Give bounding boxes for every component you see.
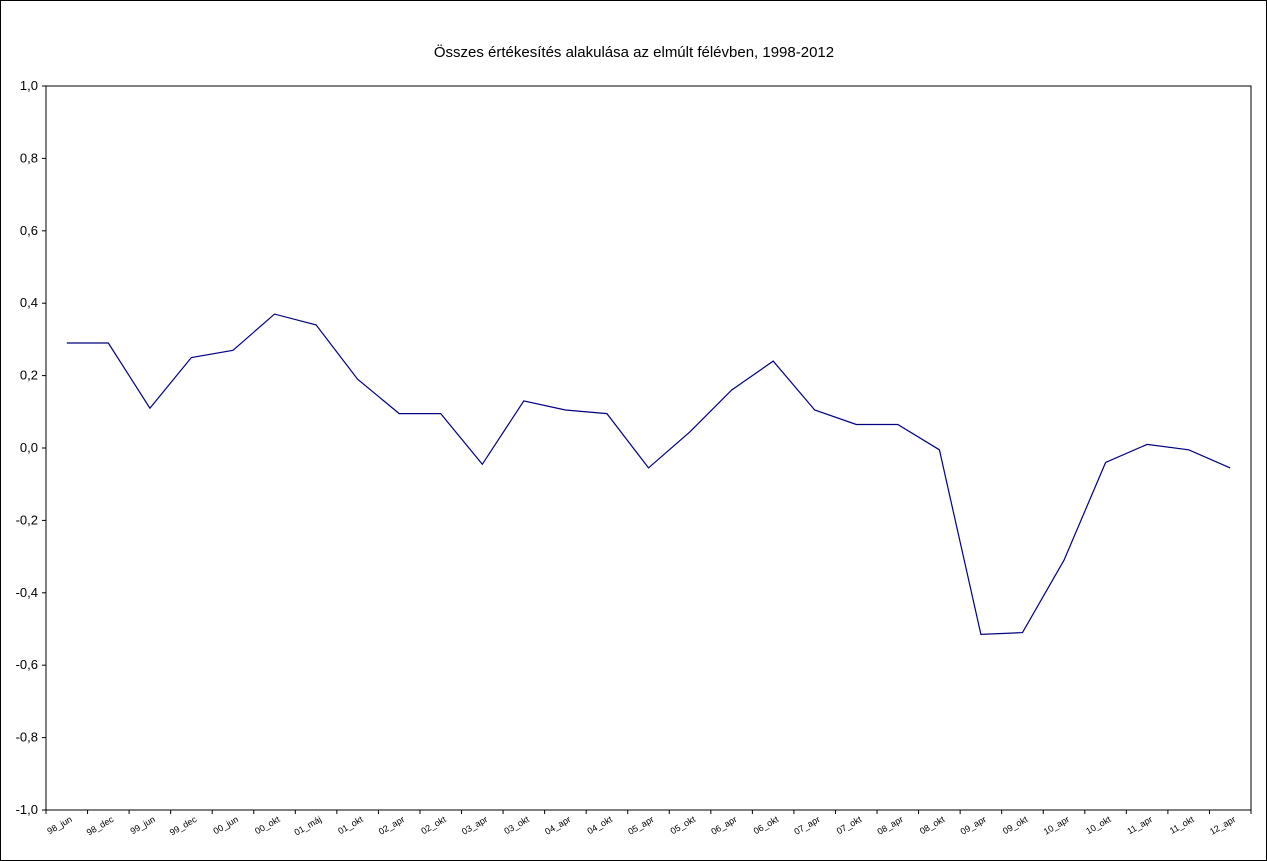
x-tick-label: 11_okt	[1168, 814, 1196, 836]
x-tick-label: 99_jun	[128, 814, 156, 836]
x-tick-label: 11_apr	[1125, 814, 1154, 836]
x-tick-label: 98_jun	[45, 814, 73, 836]
data-point	[149, 407, 151, 409]
x-tick-label: 06_apr	[709, 814, 738, 837]
y-tick-label: 1,0	[20, 78, 38, 93]
data-point	[1063, 559, 1065, 561]
data-point	[1146, 443, 1148, 445]
x-tick-label: 98_dec	[85, 814, 116, 838]
x-tick-label: 02_apr	[377, 814, 406, 837]
y-tick-label: 0,4	[20, 295, 38, 310]
x-tick-label: 03_apr	[460, 814, 489, 837]
data-point	[606, 412, 608, 414]
y-tick-label: 0,6	[20, 223, 38, 238]
x-tick-label: 09_apr	[959, 814, 988, 837]
x-tick-label: 01_máj	[293, 814, 324, 837]
data-point	[1229, 467, 1231, 469]
series-layer	[66, 313, 1231, 636]
y-tick-label: -0,4	[16, 585, 38, 600]
data-point	[1021, 631, 1023, 633]
y-tick-label: 0,8	[20, 150, 38, 165]
data-point	[481, 463, 483, 465]
data-point	[564, 409, 566, 411]
x-tick-label: 04_okt	[586, 814, 615, 836]
x-tick-label: 01_okt	[336, 814, 365, 836]
x-tick-label: 05_okt	[669, 814, 698, 836]
data-point	[689, 431, 691, 433]
x-tick-label: 05_apr	[626, 814, 655, 837]
data-point	[315, 324, 317, 326]
y-tick-label: -0,6	[16, 657, 38, 672]
data-point	[897, 423, 899, 425]
data-point	[232, 349, 234, 351]
x-tick-label: 09_okt	[1001, 814, 1030, 836]
data-point	[523, 400, 525, 402]
data-point	[730, 389, 732, 391]
x-tick-label: 07_apr	[792, 814, 821, 837]
data-point	[440, 412, 442, 414]
y-tick-label: -0,8	[16, 730, 38, 745]
data-point	[398, 412, 400, 414]
y-axis: 1,0 0,8 0,6 0,4 0,2 0,0 -0,2 -0,4 -0,6 -0,8 -1,0	[16, 78, 46, 817]
x-tick-label: 08_okt	[918, 814, 947, 836]
series-line	[66, 313, 1231, 636]
chart-title: Összes értékesítés alakulása az elmúlt f…	[434, 43, 834, 61]
data-point	[1104, 461, 1106, 463]
x-tick-label: 06_okt	[752, 814, 781, 836]
x-axis: 98_jun 98_dec 99_jun 99_dec 00_jun 00_okt 01_m…	[45, 810, 1252, 838]
data-point	[938, 449, 940, 451]
x-tick-label: 02_okt	[419, 814, 448, 836]
data-point	[647, 467, 649, 469]
x-tick-label: 99_dec	[168, 814, 199, 838]
data-point	[980, 633, 982, 635]
data-point	[273, 313, 275, 315]
y-tick-label: 0,0	[20, 440, 38, 455]
data-point	[356, 378, 358, 380]
x-tick-label: 04_apr	[543, 814, 572, 837]
x-tick-label: 08_apr	[876, 814, 905, 837]
data-point	[814, 409, 816, 411]
y-tick-label: -0,2	[16, 512, 38, 527]
plot-area	[45, 85, 1252, 811]
data-point	[1187, 449, 1189, 451]
data-point	[107, 342, 109, 344]
x-tick-label: 10_apr	[1042, 814, 1071, 837]
data-point	[190, 356, 192, 358]
data-point	[855, 423, 857, 425]
x-tick-label: 12_apr	[1208, 814, 1237, 837]
data-point	[66, 342, 68, 344]
x-tick-label: 00_jun	[212, 814, 240, 836]
x-tick-label: 07_okt	[835, 814, 864, 836]
y-tick-label: 0,2	[20, 368, 38, 383]
y-tick-label: -1,0	[16, 802, 38, 817]
x-tick-label: 03_okt	[502, 814, 531, 836]
x-tick-label: 00_okt	[253, 814, 282, 836]
x-tick-label: 10_okt	[1084, 814, 1113, 836]
data-point	[772, 360, 774, 362]
